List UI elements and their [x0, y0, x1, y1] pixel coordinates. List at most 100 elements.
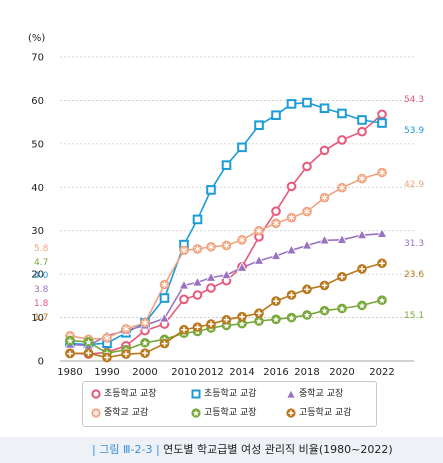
- data-point: [254, 316, 264, 326]
- marker-shape: [179, 294, 189, 305]
- marker-glyph: [85, 338, 92, 345]
- marker-glyph: [67, 350, 73, 357]
- data-point: [377, 167, 387, 178]
- end-value-label: 42.9: [404, 180, 424, 190]
- marker-glyph: [141, 339, 149, 346]
- data-point: [336, 233, 348, 244]
- data-point: [65, 335, 75, 346]
- marker-shape: [270, 250, 282, 260]
- data-point: [159, 312, 170, 323]
- marker-shape: [336, 233, 348, 244]
- marker-shape: [337, 135, 347, 145]
- marker-shape: [377, 109, 387, 120]
- marker-glyph: [223, 242, 230, 249]
- data-point: [302, 97, 312, 108]
- data-point: [140, 337, 150, 348]
- data-point: [192, 214, 203, 225]
- marker-shape: [206, 185, 216, 195]
- data-point: [302, 206, 312, 217]
- marker-glyph: [303, 208, 311, 215]
- data-point: [206, 319, 216, 329]
- end-value-label: 23.6: [404, 270, 424, 280]
- data-labels: 1.8 4.0 3.8 5.8 4.7 1.7 54.3 53.9 31.3 42.9 15.1 23…: [34, 95, 424, 323]
- legend-item: 고등학교 교감: [286, 407, 352, 419]
- legend-label: 고등학교 교장: [204, 408, 257, 418]
- marker-shape: [301, 239, 313, 250]
- series-line: [69, 171, 383, 341]
- marker-glyph: [321, 307, 328, 314]
- marker-shape: [376, 227, 388, 238]
- data-point: [271, 314, 281, 325]
- x-tick-label: 1990: [94, 367, 119, 378]
- marker-glyph: [85, 350, 92, 356]
- data-point: [253, 254, 265, 265]
- marker-shape: [221, 160, 232, 170]
- end-value-label: 54.3: [404, 95, 424, 105]
- x-tick-label: 2014: [229, 367, 254, 378]
- data-point: [221, 314, 232, 325]
- marker-shape: [236, 261, 248, 272]
- figure-number: | 그림 Ⅲ-2-3 |: [92, 443, 160, 456]
- data-point: [286, 181, 297, 192]
- marker-shape: [286, 244, 297, 255]
- data-point: [102, 352, 112, 363]
- marker-glyph: [339, 273, 345, 280]
- data-point: [159, 293, 170, 303]
- marker-shape: [357, 115, 367, 125]
- data-point: [236, 261, 248, 272]
- data-point: [270, 250, 282, 260]
- data-point: [302, 161, 312, 172]
- data-point: [319, 103, 330, 114]
- data-point: [192, 290, 203, 300]
- marker-glyph: [338, 184, 346, 191]
- marker-shape: [302, 161, 312, 172]
- marker-glyph: [303, 311, 311, 318]
- asterisk-marker-icon: [91, 408, 101, 418]
- data-point: [286, 99, 297, 109]
- marker-glyph: [273, 298, 279, 304]
- marker-glyph: [194, 245, 201, 253]
- x-tick-label: 2020: [329, 367, 354, 378]
- data-point: [221, 269, 232, 280]
- y-tick-label: 70: [31, 53, 44, 64]
- star-marker-icon: [191, 408, 201, 418]
- data-point: [357, 300, 367, 311]
- marker-glyph: [223, 316, 230, 323]
- marker-glyph: [223, 322, 230, 329]
- data-point: [271, 296, 281, 306]
- legend: 초등학교 교장 초등학교 교감 중학교 교장 중학교 교감 고등학교 교장 고등…: [82, 381, 377, 427]
- data-point: [83, 348, 94, 358]
- y-tick-label: 0: [38, 357, 44, 368]
- data-point: [206, 185, 216, 195]
- data-point: [319, 145, 330, 156]
- marker-glyph: [321, 194, 328, 201]
- data-point: [237, 311, 247, 322]
- marker-shape: [159, 293, 170, 303]
- marker-shape: [159, 312, 170, 323]
- marker-glyph: [161, 340, 168, 347]
- start-value-label: 3.8: [34, 285, 49, 295]
- legend-item: 초등학교 교장: [91, 388, 157, 400]
- circle-marker-icon: [91, 389, 101, 399]
- y-tick-label: 10: [31, 313, 44, 324]
- data-point: [357, 115, 367, 125]
- marker-glyph: [359, 266, 365, 272]
- data-point: [301, 239, 313, 250]
- series-lines: [64, 97, 388, 363]
- legend-label: 고등학교 교감: [299, 408, 352, 418]
- data-point: [286, 244, 297, 255]
- x-tick-label: 2012: [198, 367, 223, 378]
- data-point: [237, 318, 247, 329]
- marker-glyph: [239, 313, 245, 320]
- y-tick-label: 40: [31, 183, 44, 194]
- data-point: [356, 229, 368, 240]
- data-point: [83, 337, 94, 347]
- data-point: [337, 135, 347, 145]
- end-value-label: 31.3: [404, 239, 424, 249]
- data-point: [254, 120, 264, 130]
- marker-glyph: [208, 321, 214, 327]
- marker-shape: [178, 279, 190, 290]
- data-point: [140, 348, 150, 358]
- marker-glyph: [238, 320, 246, 327]
- marker-glyph: [272, 316, 280, 323]
